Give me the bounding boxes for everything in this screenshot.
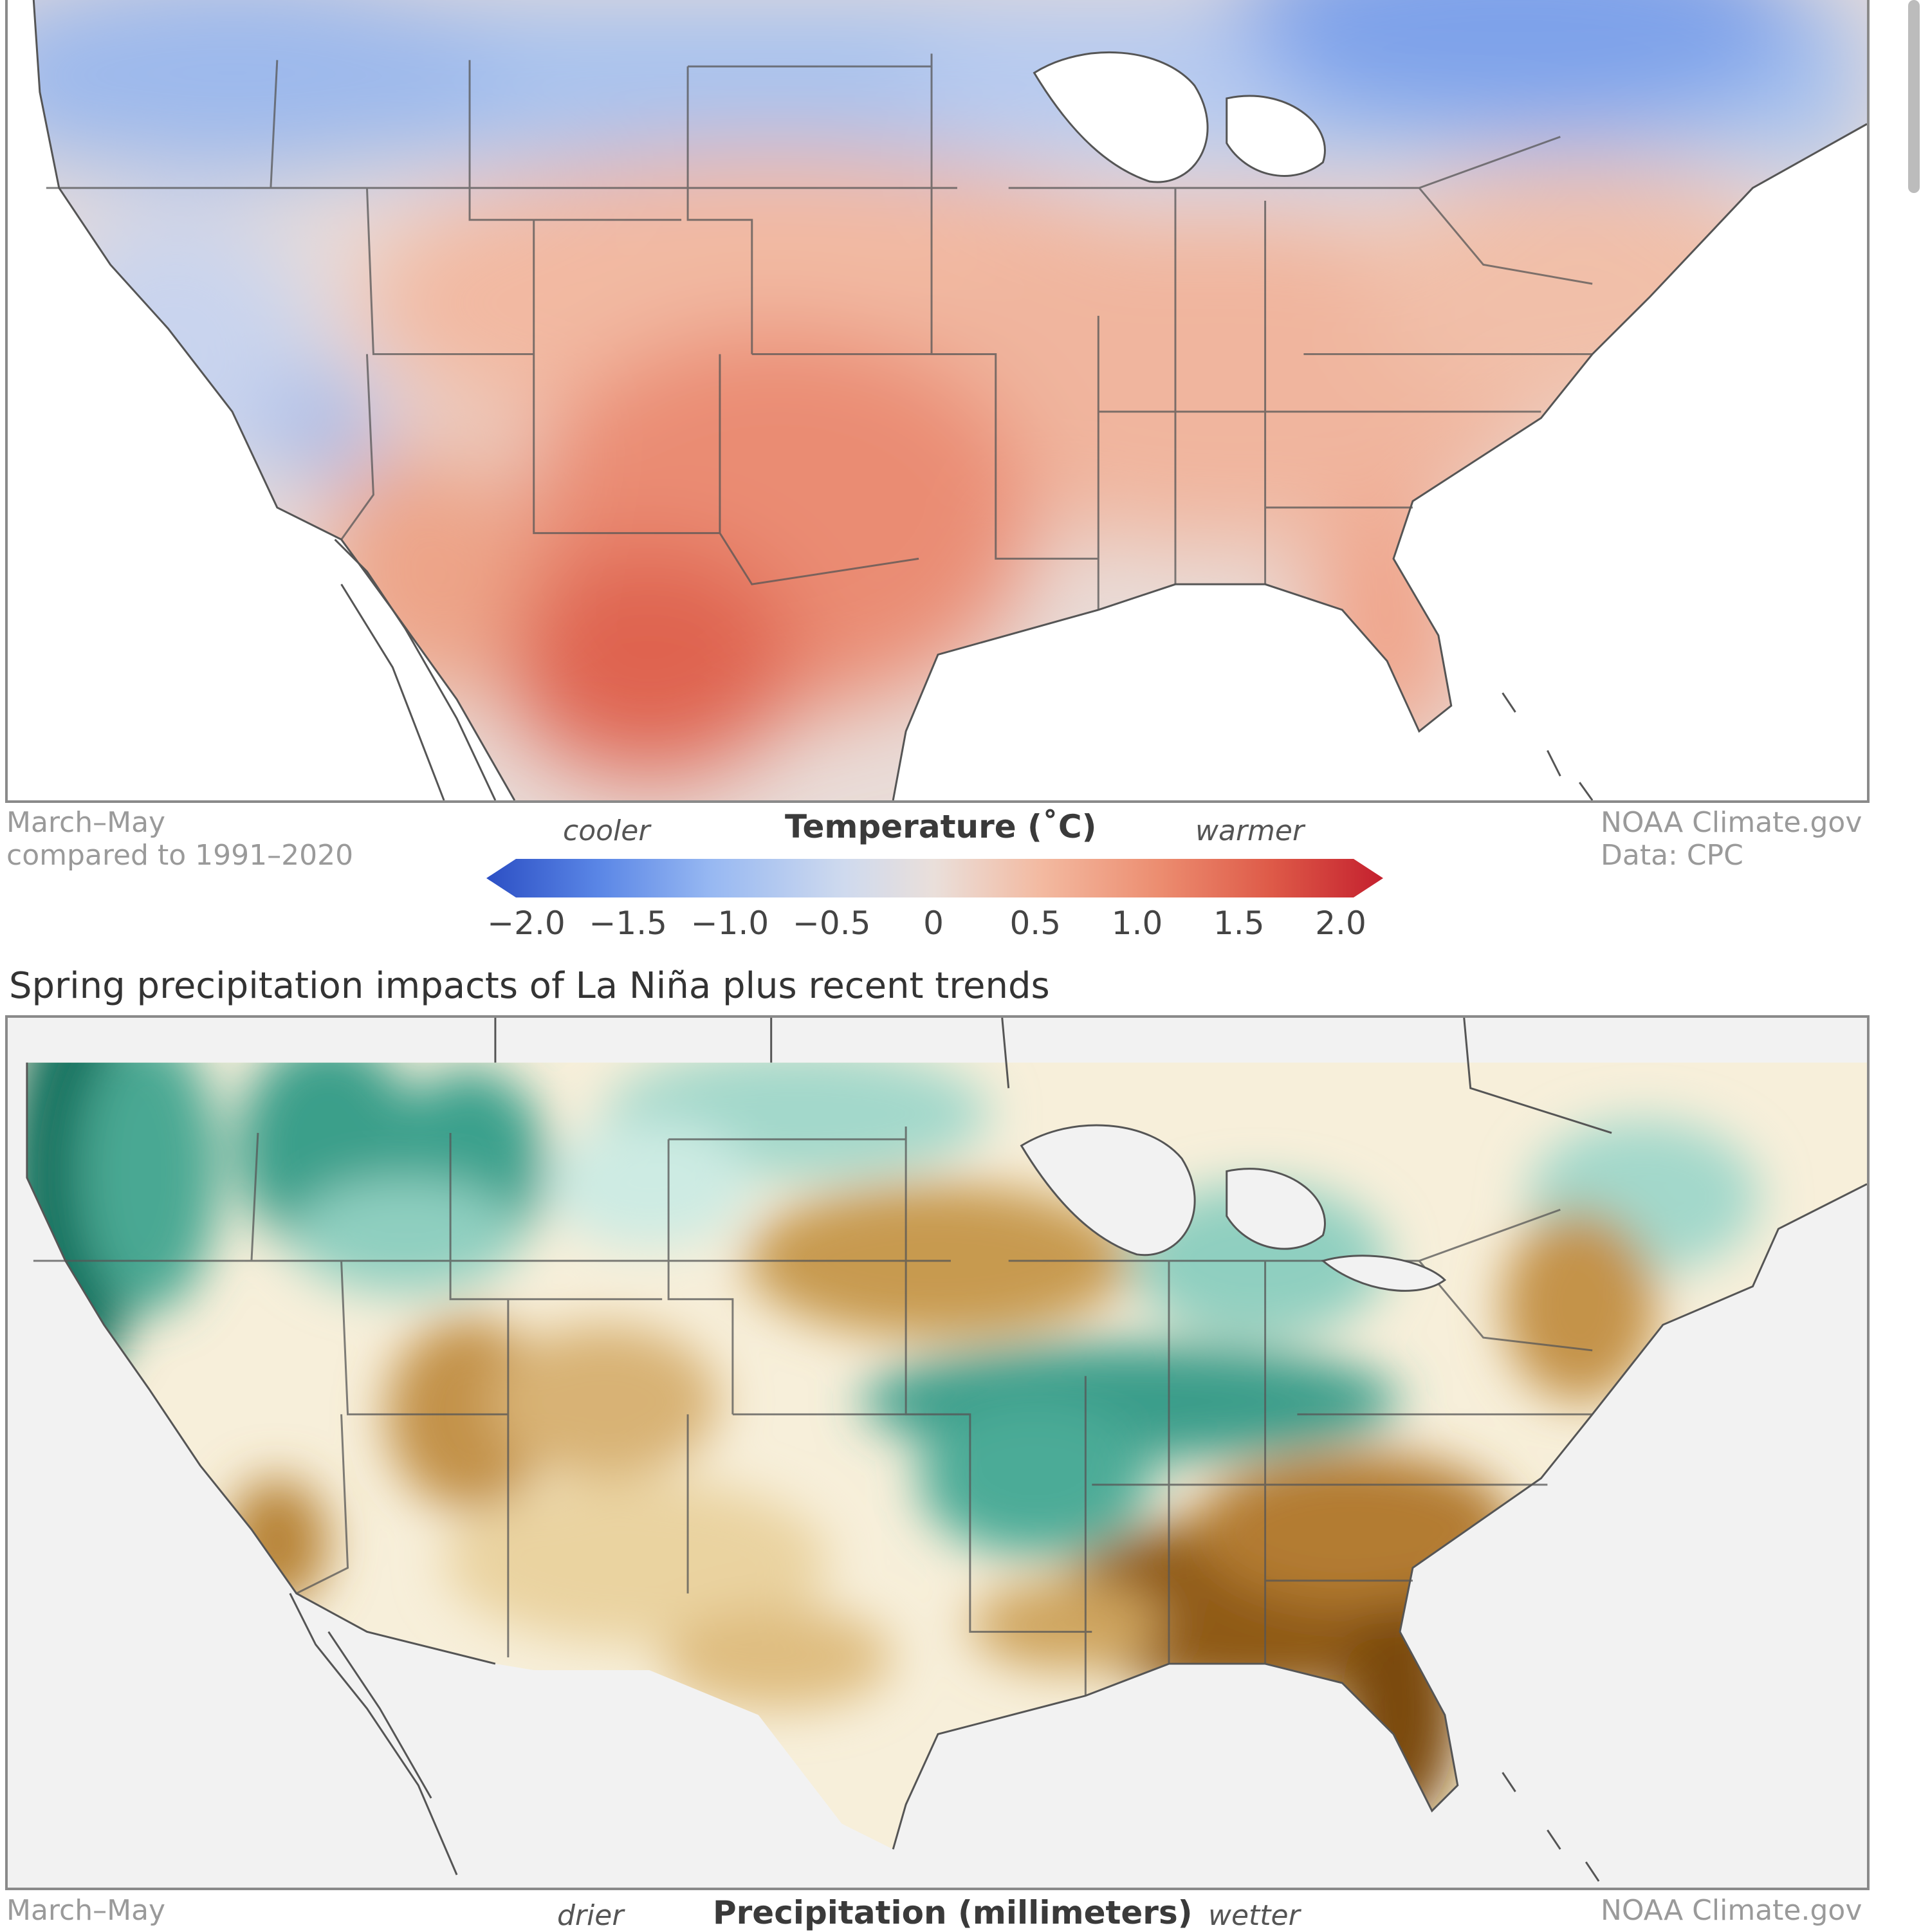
temperature-colorbar	[486, 859, 1383, 897]
temperature-period-label: March–May	[6, 806, 166, 839]
colorbar-tick-label: 0.5	[1009, 905, 1062, 942]
precipitation-map-title: Spring precipitation impacts of La Niña …	[9, 965, 1050, 1007]
colorbar-tick-label: −2.0	[487, 905, 565, 942]
colorbar-tick-label: −1.5	[589, 905, 667, 942]
precipitation-credit: NOAA Climate.gov	[1601, 1894, 1862, 1927]
colorbar-wetter-label: wetter	[1208, 1899, 1300, 1932]
temperature-baseline-label: compared to 1991–2020	[6, 839, 354, 872]
colorbar-cooler-label: cooler	[563, 814, 650, 847]
temperature-colorbar-title: Temperature (˚C)	[785, 808, 1097, 845]
colorbar-tick-label: 1.5	[1213, 905, 1265, 942]
precipitation-colorbar-title: Precipitation (millimeters)	[713, 1894, 1193, 1931]
temperature-map-panel	[5, 0, 1870, 803]
colorbar-tick-label: −0.5	[793, 905, 871, 942]
colorbar-tick-label: 0	[923, 905, 944, 942]
colorbar-tick-label: 1.0	[1111, 905, 1163, 942]
temperature-anomaly-map	[8, 0, 1867, 800]
page-scrollbar-thumb[interactable]	[1908, 0, 1920, 193]
colorbar-tick-label: 2.0	[1315, 905, 1366, 942]
precipitation-period-label: March–May	[6, 1894, 166, 1927]
temperature-data-source: Data: CPC	[1601, 839, 1743, 872]
colorbar-warmer-label: warmer	[1195, 814, 1305, 847]
colorbar-tick-label: −1.0	[690, 905, 769, 942]
temperature-credit: NOAA Climate.gov	[1601, 806, 1862, 839]
colorbar-drier-label: drier	[557, 1899, 624, 1932]
precipitation-map-panel	[5, 1015, 1870, 1890]
precipitation-anomaly-map	[8, 1018, 1867, 1888]
